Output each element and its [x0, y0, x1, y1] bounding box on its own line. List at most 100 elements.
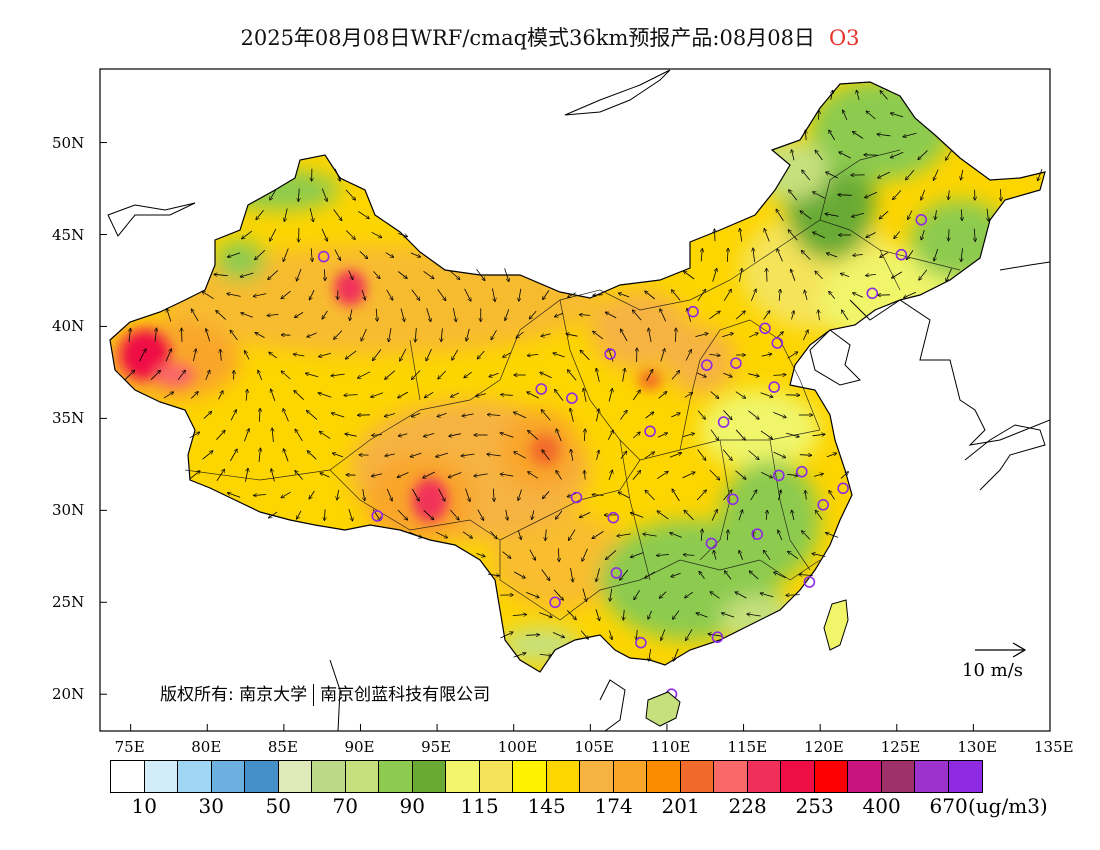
- wind-arrow: [517, 530, 521, 539]
- wind-arrow: [324, 269, 325, 280]
- wind-arrow: [878, 171, 891, 178]
- wind-arrow: [799, 455, 812, 456]
- wind-arrow: [543, 290, 550, 299]
- lon-tick-label: 90E: [344, 738, 375, 756]
- wind-arrow: [777, 249, 783, 262]
- wind-arrow: [411, 370, 421, 380]
- wind-arrow: [766, 510, 767, 520]
- wind-arrow: [163, 392, 174, 399]
- wind-arrow: [760, 430, 773, 439]
- wind-arrow: [240, 272, 254, 277]
- wind-arrow: [305, 373, 319, 378]
- wind-arrow: [620, 329, 628, 342]
- copyright-notice: 版权所有: 南京大学 南京创蓝科技有限公司: [160, 680, 490, 706]
- wind-arrow: [553, 589, 563, 600]
- wind-arrow: [592, 531, 604, 538]
- wind-arrow: [555, 312, 564, 317]
- colorbar-label: 30: [198, 794, 224, 818]
- wind-arrow: [657, 555, 670, 556]
- wind-arrow: [894, 231, 901, 238]
- wind-arrow: [906, 169, 915, 180]
- wind-arrow: [735, 391, 746, 399]
- wind-arrow: [311, 248, 312, 261]
- wind-arrow: [697, 410, 705, 420]
- wind-arrow: [539, 654, 552, 655]
- wind-arrow: [714, 550, 717, 560]
- colorbar-label: 670: [929, 794, 968, 818]
- station-marker: [915, 214, 928, 226]
- wind-arrow: [685, 350, 691, 361]
- wind-arrow: [570, 408, 574, 422]
- wind-arrow: [426, 348, 432, 361]
- lon-tick-label: 120E: [804, 738, 844, 756]
- colorbar-cell: [747, 761, 781, 792]
- wind-arrow: [281, 290, 291, 299]
- lat-tick-label: 40N: [52, 317, 85, 336]
- station-marker: [895, 248, 908, 261]
- wind-arrow: [710, 429, 719, 441]
- wind-arrow: [542, 491, 550, 498]
- wind-arrow: [632, 470, 641, 480]
- wind-arrow: [293, 354, 305, 356]
- wind-arrow: [609, 630, 612, 639]
- wind-arrow: [398, 271, 407, 279]
- wind-arrow: [840, 273, 850, 277]
- wind-arrow: [415, 327, 416, 342]
- taiwan-island: [823, 599, 849, 651]
- wind-arrow: [214, 274, 228, 275]
- wind-arrow: [514, 412, 527, 419]
- wind-arrow: [309, 289, 315, 300]
- wind-arrow: [636, 629, 637, 640]
- wind-arrow: [295, 471, 303, 480]
- wind-arrow: [532, 510, 534, 520]
- wind-arrow: [437, 412, 447, 416]
- colorbar-cell: [881, 761, 915, 792]
- wind-arrow: [540, 372, 552, 379]
- wind-arrow: [350, 309, 353, 320]
- station-marker: [803, 576, 816, 588]
- wind-arrow: [829, 291, 836, 299]
- colorbar-cell: [647, 761, 681, 792]
- wind-arrow: [673, 648, 679, 661]
- wind-arrow: [892, 271, 903, 278]
- wind-arrow: [205, 370, 210, 381]
- station-marker: [687, 305, 699, 318]
- station-marker: [866, 287, 879, 300]
- wind-arrow: [697, 449, 706, 461]
- coastlines: [107, 69, 1050, 731]
- wind-arrow: [552, 632, 565, 638]
- lon-tick-label: 80E: [191, 738, 222, 756]
- wind-arrow: [571, 449, 573, 461]
- wind-arrow: [398, 391, 409, 398]
- wind-arrow: [376, 308, 377, 322]
- wind-arrow: [727, 248, 728, 262]
- wind-arrow: [671, 371, 680, 380]
- station-marker: [717, 416, 730, 428]
- wind-arrow: [633, 432, 640, 439]
- wind-arrow: [298, 188, 299, 202]
- wind-arrow: [632, 390, 640, 401]
- wind-arrow: [583, 388, 587, 402]
- wind-arrow: [244, 429, 249, 442]
- wind-arrow: [852, 212, 865, 216]
- wind-arrow: [802, 170, 811, 181]
- wind-arrow: [685, 591, 694, 598]
- wind-arrow: [760, 471, 772, 478]
- wind-arrow: [866, 274, 876, 275]
- china-border: [109, 81, 1046, 673]
- wind-arrow: [529, 310, 537, 319]
- wind-arrow: [580, 350, 590, 361]
- colorbar-cell: [814, 761, 848, 792]
- wind-arrow: [452, 349, 459, 360]
- wind-arrow: [701, 249, 702, 262]
- wind-arrow: [295, 429, 303, 442]
- wind-arrow: [361, 328, 367, 341]
- wind-arrow: [776, 209, 784, 222]
- wind-arrow: [514, 452, 526, 459]
- wind-arrow: [449, 433, 461, 437]
- wind-arrow: [268, 270, 279, 279]
- wind-arrow: [371, 473, 383, 477]
- wind-arrow: [490, 530, 498, 539]
- wind-arrow: [792, 311, 795, 320]
- wind-arrow: [723, 410, 733, 419]
